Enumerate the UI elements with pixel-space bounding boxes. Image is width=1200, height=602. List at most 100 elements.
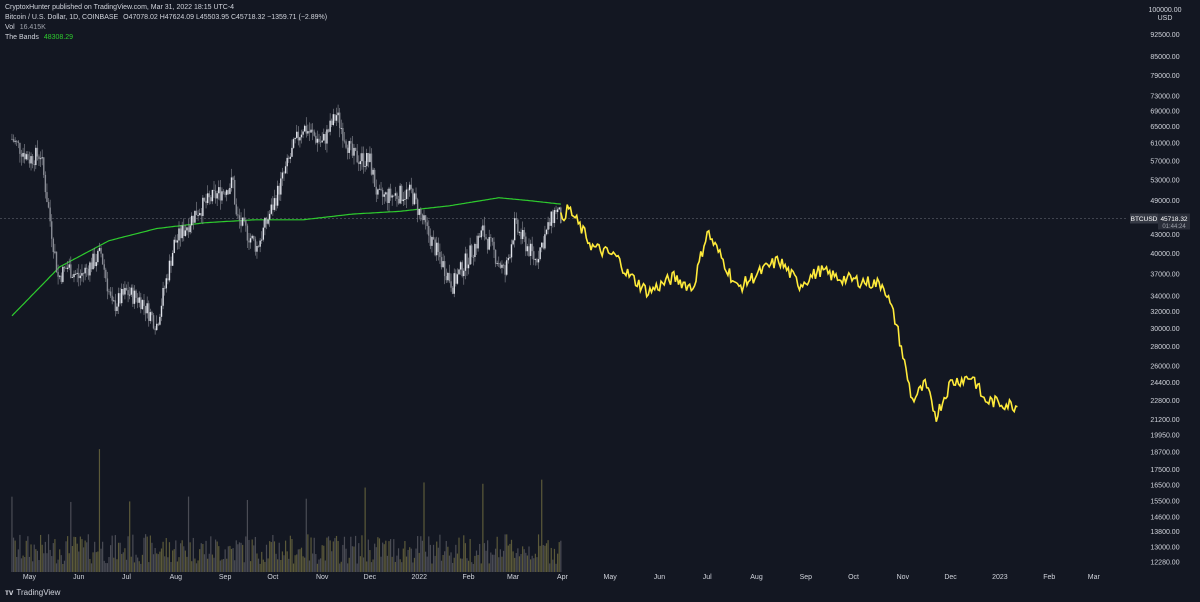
candle-body [63,266,66,269]
volume-bar [343,536,346,572]
candle-body [416,199,419,215]
candle-body [175,239,177,243]
volume-bar [291,539,293,572]
candle-body [324,134,327,144]
candle-body [238,215,241,221]
candle-body [486,238,489,250]
candle-body [251,235,253,239]
candle-body [442,261,444,268]
bands-legend: The Bands 48308.29 [5,33,76,42]
candle-body [168,260,171,281]
volume-bar [487,540,489,572]
candle-body [105,269,107,279]
volume-bar [19,534,21,572]
candle-body [203,197,206,201]
symbol-tag-bg [1130,213,1158,224]
candle-body [82,273,85,274]
candle-body [133,290,136,304]
volume-bar [160,548,163,572]
candle-body [525,236,527,252]
y-tick-label: 73000.00 [1150,94,1179,101]
volume-bar [452,562,454,572]
candle-body [321,140,323,143]
candle-body [95,262,97,267]
candle-body [92,253,94,270]
volume-bar [413,557,416,572]
candle-body [27,154,29,160]
candle-body [54,251,56,253]
x-tick-label: Aug [750,574,763,581]
volume-bar [167,557,169,572]
volume-bar [428,536,430,572]
publish-info: CryptoxHunter published on TradingView.c… [5,4,235,11]
volume-label[interactable]: Vol [5,24,15,31]
volume-bar [517,548,519,572]
volume-bar [440,560,443,572]
candle-body [198,213,201,215]
candle-body [273,198,276,210]
candle-body [16,140,18,142]
candle-body [504,265,506,275]
candle-body [141,300,144,310]
volume-bar [162,541,164,572]
tradingview-logo[interactable]: ᴛᴠ TradingView [5,588,60,597]
candle-body [179,228,182,239]
candle-body [262,227,265,240]
candle-body [178,228,180,241]
y-tick-label: 26000.00 [1150,363,1179,370]
candle-body [340,127,342,129]
y-tick-label: 18700.00 [1150,450,1179,457]
candle-body [280,178,282,195]
volume-bar [431,563,433,572]
candle-body [125,287,128,291]
volume-bar [410,548,412,572]
volume-bar [286,551,288,572]
candle-series [11,104,562,335]
volume-bar [164,556,166,572]
candle-body [294,137,296,140]
candle-body [558,207,560,210]
volume-bar [137,557,139,572]
candle-body [84,267,86,274]
symbol-tag: BTCUSD [1131,216,1158,223]
volume-bar [531,555,533,572]
candle-body [187,227,190,233]
volume-bar [417,536,419,572]
volume-bar [350,536,352,572]
candle-body [130,287,132,295]
candle-body [160,305,163,317]
volume-bar [143,537,145,572]
candle-body [52,238,55,253]
candle-body [350,141,352,144]
volume-bar [412,562,414,572]
volume-bar [222,559,225,572]
y-tick-label: 69000.00 [1150,108,1179,115]
candle-body [372,169,374,175]
volume-bar [558,542,560,572]
candle-body [171,253,174,266]
volume-bar [321,545,323,572]
candle-body [163,287,166,289]
candle-body [490,237,492,238]
candle-body [436,242,438,256]
bands-label[interactable]: The Bands [5,34,39,41]
symbol-name[interactable]: Bitcoin / U.S. Dollar, 1D, COINBASE [5,14,119,21]
volume-bar [102,541,104,572]
x-tick-label: Aug [170,574,183,581]
candle-body [186,227,188,231]
candle-body [218,187,220,194]
volume-bar [200,543,202,572]
x-tick-label: 2022 [411,574,427,581]
candle-body [386,192,389,203]
candle-body [388,188,390,203]
candle-body [248,240,250,243]
volume-bar [467,560,470,572]
volume-bar [426,556,428,572]
candle-body [17,141,20,143]
candle-body [366,153,368,167]
candle-body [375,186,377,195]
x-tick-label: Jul [703,574,712,581]
candle-body [477,235,479,249]
volume-bar [294,555,296,572]
